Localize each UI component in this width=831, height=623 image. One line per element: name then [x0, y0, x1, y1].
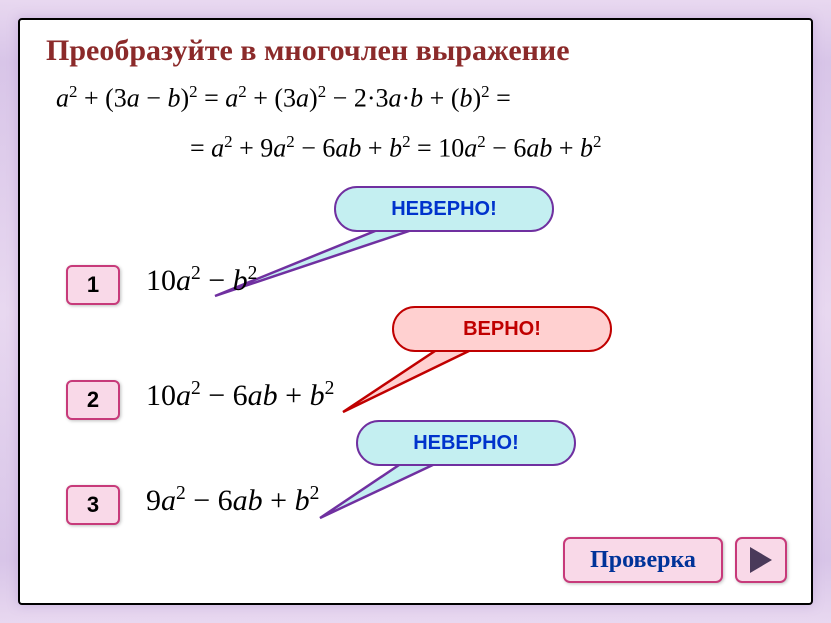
option-expression-3: 9a2 − 6ab + b2 [146, 483, 319, 518]
slide-title: Преобразуйте в многочлен выражение [46, 34, 570, 68]
option-number: 1 [87, 272, 99, 298]
check-label: Проверка [590, 547, 696, 574]
verdict-callout-2: ВЕРНО! [392, 306, 612, 352]
arrow-right-icon [750, 547, 772, 573]
option-expression-2: 10a2 − 6ab + b2 [146, 378, 334, 413]
verdict-callout-3: НЕВЕРНО! [356, 420, 576, 466]
slide-content-frame: Преобразуйте в многочлен выражение a2 + … [18, 18, 813, 605]
equation-line-1: a2 + (3a − b)2 = a2 + (3a)2 − 2·3a·b + (… [56, 82, 511, 114]
verdict-text: НЕВЕРНО! [391, 198, 497, 221]
next-button[interactable] [735, 537, 787, 583]
verdict-callout-1: НЕВЕРНО! [334, 186, 554, 232]
option-button-1[interactable]: 1 [66, 265, 120, 305]
check-button[interactable]: Проверка [563, 537, 723, 583]
verdict-text: ВЕРНО! [463, 318, 541, 341]
option-button-2[interactable]: 2 [66, 380, 120, 420]
equation-line-2: = a2 + 9a2 − 6ab + b2 = 10a2 − 6ab + b2 [190, 132, 601, 164]
option-expression-1: 10a2 − b2 [146, 263, 257, 298]
option-button-3[interactable]: 3 [66, 485, 120, 525]
verdict-text: НЕВЕРНО! [413, 432, 519, 455]
option-number: 3 [87, 492, 99, 518]
option-number: 2 [87, 387, 99, 413]
